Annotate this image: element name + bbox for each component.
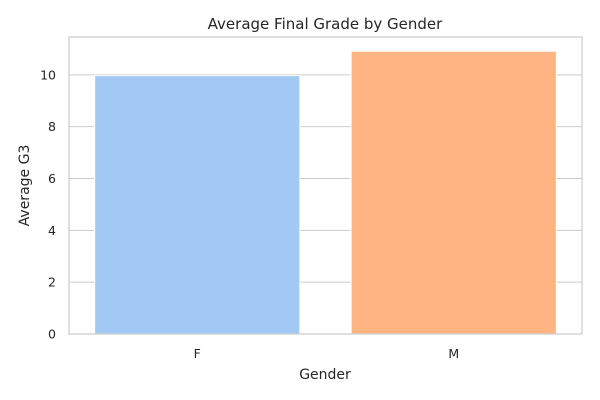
bars [94, 50, 557, 335]
bar-m [350, 50, 557, 335]
x-axis-label: Gender [299, 367, 351, 383]
y-tick-label: 2 [48, 275, 56, 290]
y-tick-label: 4 [48, 223, 56, 238]
plot-frame [68, 36, 583, 335]
x-tick-label-f: F [194, 346, 201, 361]
bar-f [94, 75, 301, 335]
y-tick-labels: 0 2 4 6 8 10 [40, 67, 56, 341]
y-tick-label: 10 [40, 67, 56, 82]
y-tick-label: 0 [48, 327, 56, 342]
y-axis-label: Average G3 [17, 145, 33, 227]
x-tick-label-m: M [448, 346, 459, 361]
y-tick-label: 6 [48, 171, 56, 186]
chart-title: Average Final Grade by Gender [208, 15, 443, 33]
y-tick-label: 8 [48, 119, 56, 134]
